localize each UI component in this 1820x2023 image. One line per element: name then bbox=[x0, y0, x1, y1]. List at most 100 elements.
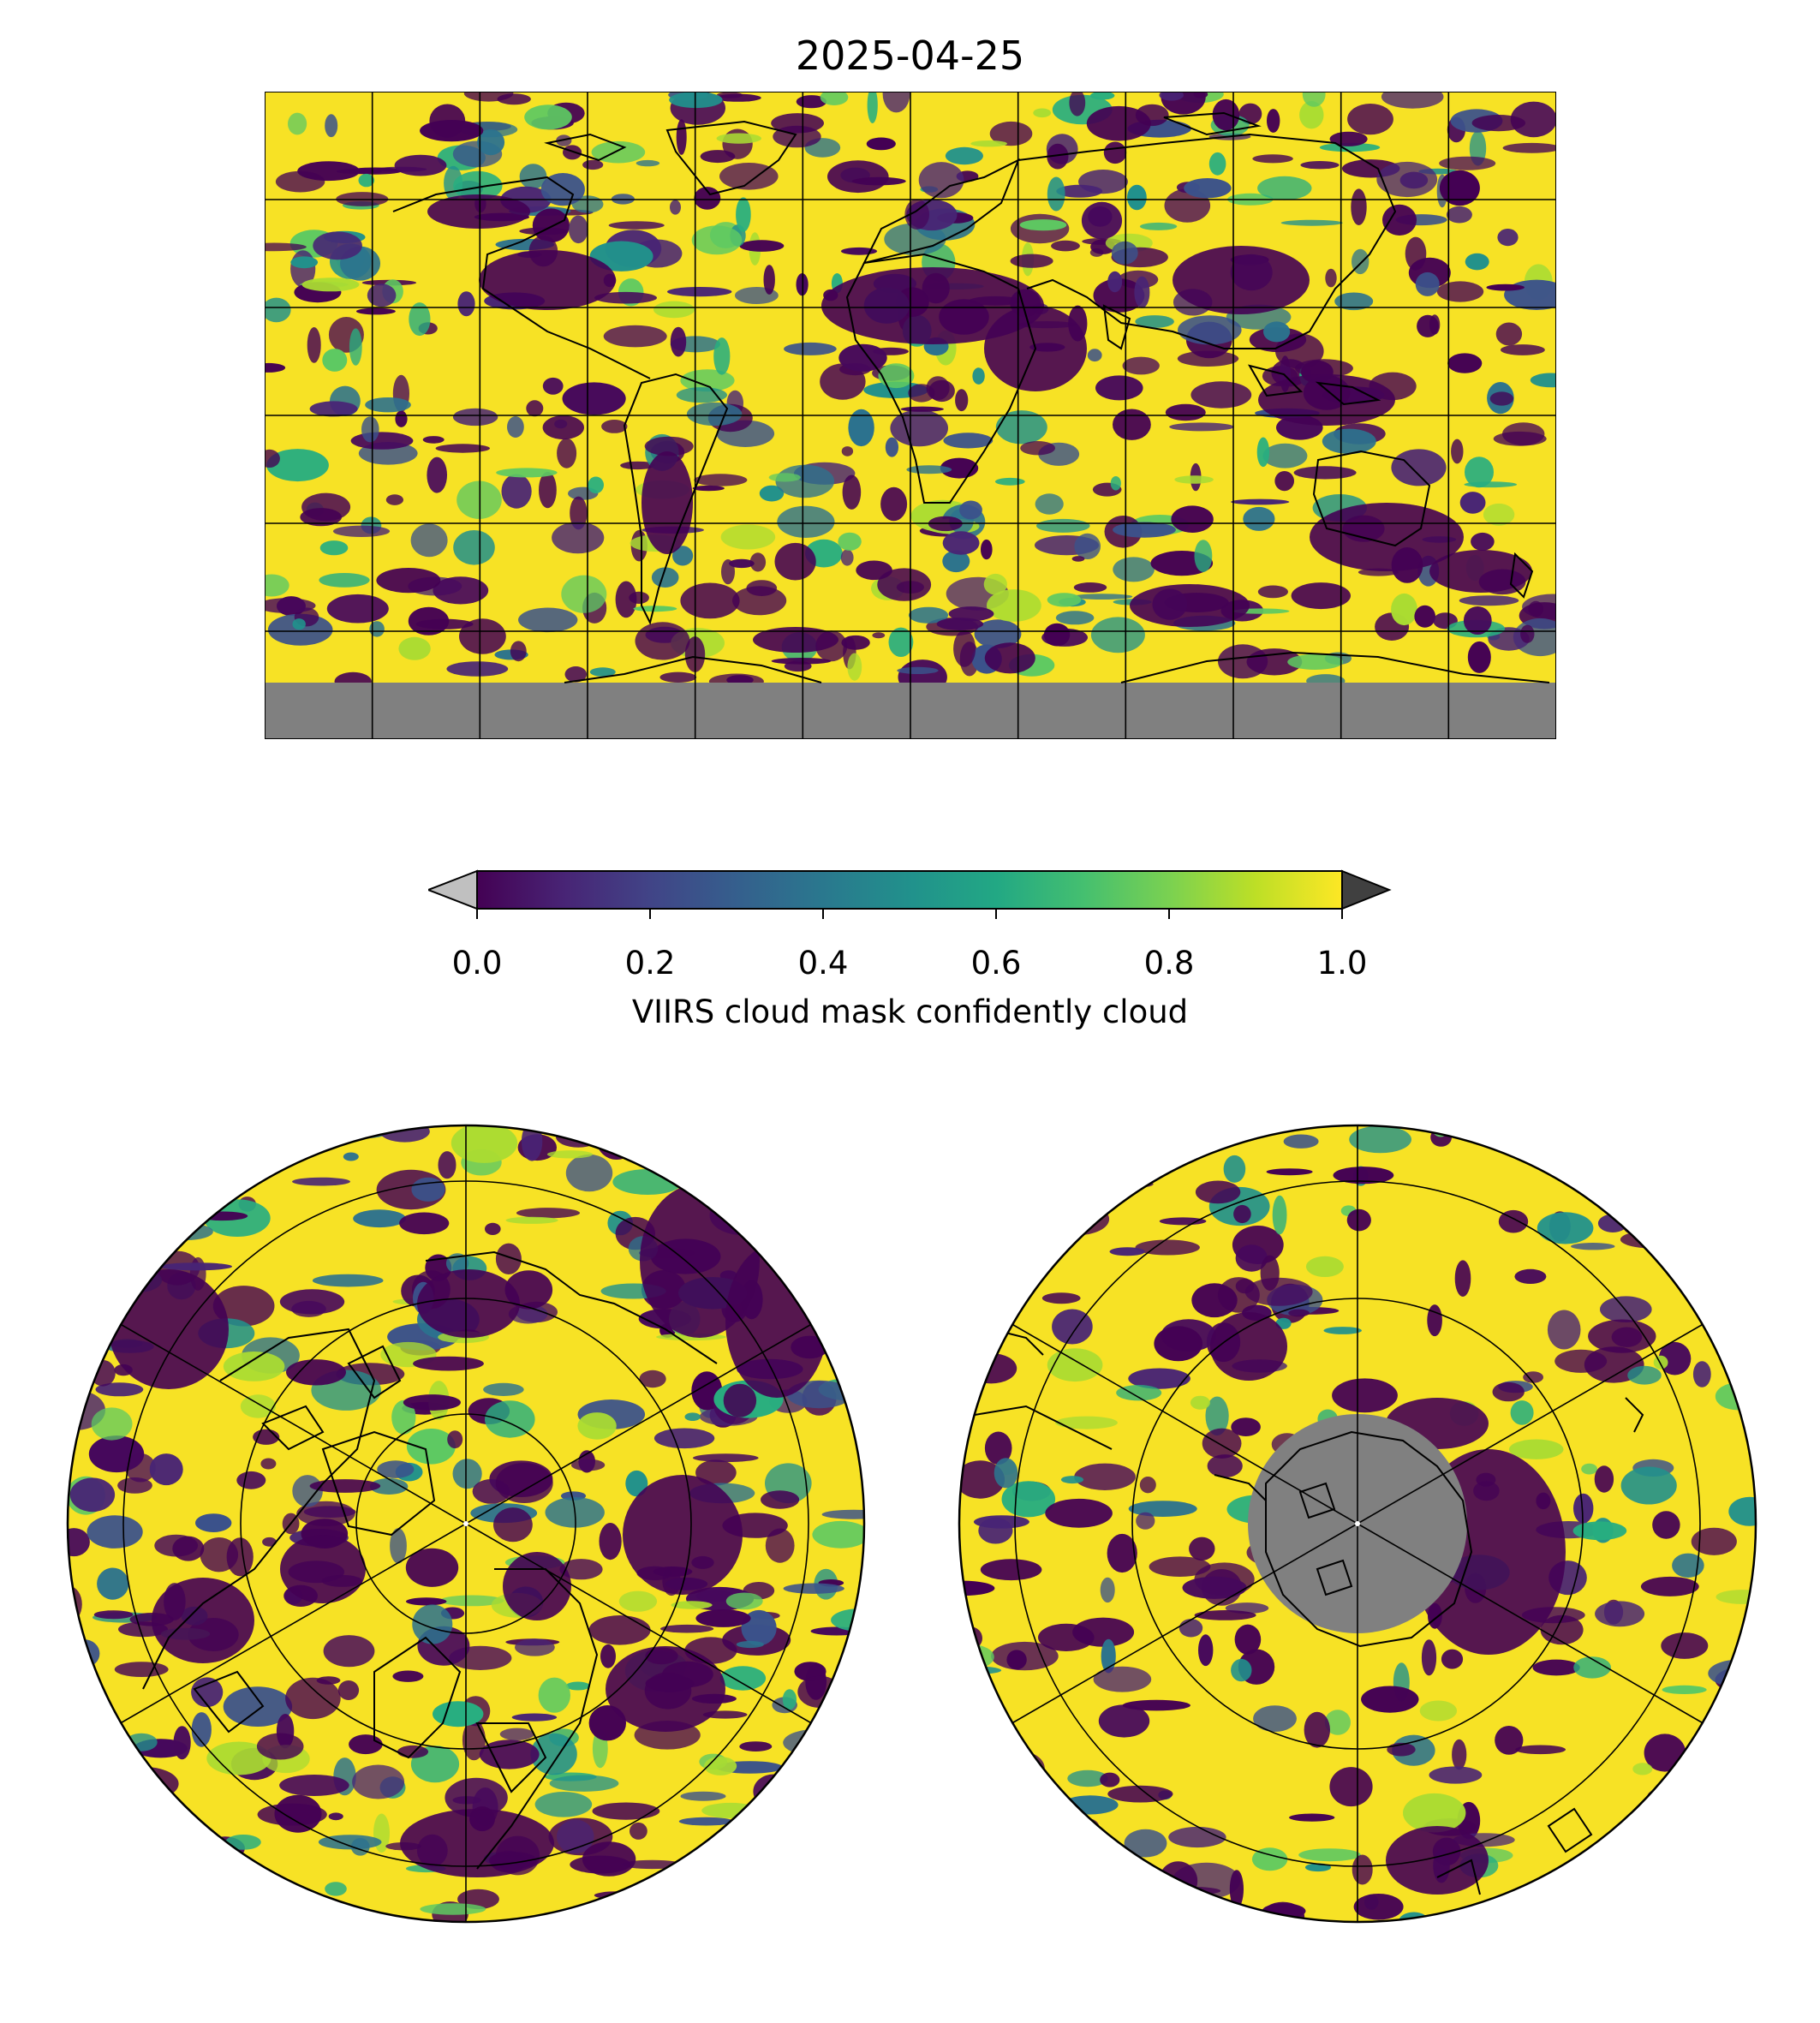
cloud-patch bbox=[680, 582, 740, 619]
cloud-patch bbox=[1103, 1878, 1131, 1914]
cloud-patch bbox=[173, 1726, 191, 1760]
cloud-patch bbox=[620, 461, 655, 470]
cloud-patch bbox=[1010, 254, 1053, 268]
clear-sky-region bbox=[280, 1535, 366, 1603]
cloud-patch bbox=[1006, 1650, 1027, 1670]
cloud-patch bbox=[87, 1515, 143, 1549]
cloud-patch bbox=[608, 221, 665, 230]
cloud-patch bbox=[570, 496, 588, 530]
cloud-patch bbox=[1100, 1772, 1120, 1787]
cloud-patch bbox=[1218, 1277, 1260, 1313]
cloud-patch bbox=[112, 1158, 144, 1190]
cloud-patch bbox=[1035, 493, 1064, 515]
cloud-patch bbox=[812, 1520, 864, 1549]
cloud-patch bbox=[1381, 92, 1444, 109]
cloud-patch bbox=[68, 1639, 100, 1668]
cloud-patch bbox=[97, 1567, 129, 1600]
coastlines bbox=[142, 1250, 718, 1870]
cloud-patch bbox=[694, 474, 748, 486]
cloud-patch bbox=[1532, 1659, 1580, 1676]
cloud-patch bbox=[936, 618, 984, 630]
cloud-patch bbox=[1056, 184, 1103, 198]
cloud-patch bbox=[1486, 283, 1525, 291]
cloud-patch bbox=[438, 1151, 456, 1179]
cloud-patch bbox=[206, 1741, 272, 1775]
cloud-patch bbox=[659, 671, 697, 683]
clear-sky-region bbox=[152, 1578, 254, 1663]
cloud-patch bbox=[422, 436, 445, 444]
cloud-patch bbox=[633, 606, 677, 612]
cloud-patch bbox=[959, 1211, 987, 1220]
cloud-patch bbox=[159, 1223, 213, 1240]
cloud-patch bbox=[1692, 1132, 1750, 1167]
cloud-patch bbox=[1376, 161, 1438, 198]
cloud-patch bbox=[1530, 373, 1556, 388]
cloud-patch bbox=[453, 530, 495, 565]
cloud-patch bbox=[352, 1764, 405, 1799]
cloud-patch bbox=[1047, 176, 1065, 212]
cloud-patch bbox=[322, 349, 348, 372]
cloud-patch bbox=[1231, 1658, 1252, 1682]
cloud-patch bbox=[986, 1212, 1031, 1224]
cloud-patch bbox=[394, 154, 447, 176]
cloud-patch bbox=[840, 247, 878, 255]
cloud-patch bbox=[107, 1196, 134, 1227]
cloud-patch bbox=[1347, 104, 1393, 135]
cloud-patch bbox=[1207, 1454, 1243, 1478]
cloud-patch bbox=[212, 1286, 275, 1327]
clear-sky-region bbox=[821, 267, 1044, 344]
cloud-patch bbox=[1107, 1533, 1137, 1573]
cloud-patch bbox=[1073, 582, 1107, 593]
cloud-patch bbox=[1113, 557, 1155, 582]
cloud-patch bbox=[1584, 1125, 1638, 1144]
cloud-patch bbox=[405, 1548, 459, 1587]
cloud-patch bbox=[326, 594, 389, 624]
cloud-patch bbox=[1122, 1699, 1190, 1711]
cloud-patch bbox=[1351, 188, 1367, 225]
cloud-patch bbox=[1179, 1619, 1203, 1638]
cloud-patch bbox=[1107, 1785, 1173, 1803]
cloud-patch bbox=[1659, 1211, 1701, 1220]
cloud-patch bbox=[348, 167, 403, 175]
cloud-patch bbox=[765, 1528, 795, 1563]
cloud-patch bbox=[405, 1597, 447, 1606]
global-cloud-map bbox=[265, 92, 1556, 739]
cloud-patch bbox=[403, 1394, 461, 1411]
cloud-patch bbox=[1707, 1144, 1733, 1178]
pole-marker bbox=[463, 1521, 468, 1526]
cloud-patch bbox=[775, 464, 835, 498]
cloud-patch bbox=[877, 568, 932, 601]
colorbar-tick-label: 0.6 bbox=[970, 945, 1022, 982]
cloud-patch bbox=[1177, 350, 1239, 367]
cloud-patch bbox=[1645, 1852, 1668, 1864]
cloud-patch bbox=[959, 1748, 1001, 1766]
cloud-patch bbox=[410, 523, 448, 558]
cloud-patch bbox=[980, 1559, 1042, 1581]
cloud-patch bbox=[1184, 178, 1232, 199]
cloud-patch bbox=[1212, 98, 1240, 131]
cloud-patch bbox=[451, 1125, 518, 1163]
cloud-patch bbox=[68, 1883, 118, 1895]
north-polar-cloud-map bbox=[66, 1124, 866, 1924]
cloud-patch bbox=[1497, 229, 1519, 247]
cloud-patch bbox=[1495, 1726, 1524, 1755]
cloud-patch bbox=[763, 265, 775, 295]
colorbar-under-extension bbox=[428, 869, 478, 910]
cloud-patch bbox=[1454, 1260, 1471, 1297]
cloud-patch bbox=[70, 1669, 89, 1703]
cloud-patch bbox=[1287, 653, 1344, 671]
cloud-patch bbox=[959, 500, 982, 520]
cloud-patch bbox=[1086, 105, 1151, 141]
cloud-patch bbox=[588, 1615, 651, 1645]
cloud-patch bbox=[170, 1174, 225, 1199]
cloud-patch bbox=[653, 301, 695, 319]
cloud-patch bbox=[1229, 1870, 1244, 1909]
cloud-patch bbox=[1429, 1766, 1483, 1784]
cloud-patch bbox=[377, 1460, 415, 1478]
cloud-patch bbox=[1427, 1304, 1442, 1337]
cloud-patch bbox=[399, 1212, 450, 1235]
clear-sky-region bbox=[1258, 374, 1395, 426]
clear-sky-region bbox=[725, 1244, 828, 1398]
cloud-patch bbox=[1231, 498, 1290, 505]
pole-marker bbox=[1355, 1521, 1360, 1526]
